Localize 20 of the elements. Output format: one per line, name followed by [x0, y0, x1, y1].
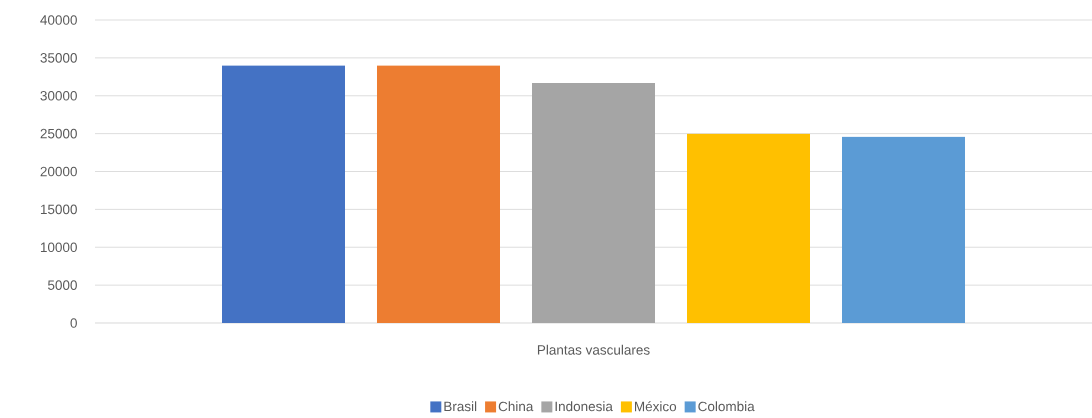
bar — [377, 65, 500, 323]
y-tick-label: 20000 — [40, 166, 77, 177]
y-tick-label: 10000 — [40, 242, 77, 253]
y-tick-label: 5000 — [47, 280, 77, 290]
legend-label: Indonesia — [555, 401, 613, 412]
legend-label: México — [635, 401, 677, 412]
legend-label: Colombia — [698, 401, 755, 412]
y-tick-label: 15000 — [40, 204, 77, 215]
y-tick-label: 25000 — [40, 128, 77, 139]
x-tick-label: Plantas vasculares — [537, 344, 650, 355]
bar — [532, 82, 655, 323]
y-tick-label: 40000 — [40, 15, 77, 25]
legend-label: Brasil — [444, 401, 477, 412]
bar — [687, 133, 811, 323]
y-tick-label: 0 — [70, 318, 77, 328]
legend-label: China — [498, 401, 534, 412]
bar — [842, 136, 966, 323]
bar — [222, 65, 345, 323]
y-tick-label: 30000 — [40, 90, 77, 101]
y-tick-label: 35000 — [40, 53, 77, 63]
